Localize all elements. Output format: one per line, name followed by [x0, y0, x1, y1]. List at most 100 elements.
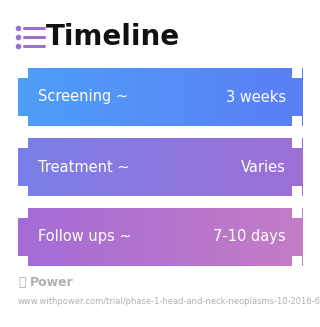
Bar	[116, 68, 118, 126]
Bar	[18, 68, 20, 126]
Bar	[86, 138, 88, 196]
Bar	[271, 68, 273, 126]
Bar	[261, 68, 263, 126]
Bar	[157, 208, 159, 266]
Bar	[269, 68, 271, 126]
Bar	[27, 208, 28, 266]
Bar	[238, 138, 240, 196]
Bar	[261, 138, 263, 196]
Bar	[73, 68, 75, 126]
Bar	[254, 208, 256, 266]
Bar	[73, 208, 75, 266]
Bar	[109, 68, 111, 126]
Bar	[212, 68, 214, 126]
Bar	[286, 68, 288, 126]
Bar	[32, 68, 34, 126]
Bar	[25, 138, 27, 196]
Bar	[187, 138, 189, 196]
Bar	[18, 208, 20, 266]
Bar	[56, 208, 58, 266]
Bar	[265, 208, 267, 266]
Wedge shape	[18, 186, 28, 196]
Bar	[222, 208, 224, 266]
Bar	[110, 68, 112, 126]
Bar	[134, 68, 136, 126]
Bar	[133, 208, 135, 266]
Bar	[215, 68, 217, 126]
Bar	[225, 68, 227, 126]
Bar	[105, 68, 107, 126]
Bar	[292, 208, 302, 218]
Bar	[93, 68, 95, 126]
Bar	[146, 138, 148, 196]
Bar	[197, 68, 199, 126]
Bar	[59, 68, 61, 126]
Bar	[167, 138, 169, 196]
Bar	[269, 208, 271, 266]
Bar	[150, 138, 152, 196]
Bar	[88, 68, 90, 126]
Bar	[68, 208, 70, 266]
Bar	[133, 138, 135, 196]
Bar	[227, 138, 229, 196]
Bar	[225, 208, 227, 266]
Bar	[177, 138, 179, 196]
Bar	[248, 68, 250, 126]
Bar	[100, 208, 102, 266]
Bar	[52, 208, 54, 266]
Bar	[282, 138, 284, 196]
Bar	[292, 68, 294, 126]
Bar	[59, 138, 61, 196]
Bar	[221, 208, 223, 266]
Bar	[83, 208, 85, 266]
Bar	[265, 68, 267, 126]
Bar	[203, 138, 204, 196]
Bar	[140, 138, 142, 196]
Bar	[238, 68, 240, 126]
Bar	[184, 68, 186, 126]
Bar	[160, 68, 162, 126]
Bar	[161, 68, 163, 126]
Bar	[95, 68, 97, 126]
Bar	[208, 138, 210, 196]
Bar	[212, 138, 214, 196]
Bar	[81, 208, 83, 266]
Bar	[76, 138, 78, 196]
Bar	[210, 68, 212, 126]
Bar	[231, 208, 233, 266]
Bar	[55, 138, 57, 196]
Bar	[75, 208, 77, 266]
Bar	[169, 138, 171, 196]
Bar	[176, 68, 178, 126]
Wedge shape	[18, 116, 28, 126]
Bar	[300, 138, 302, 196]
Bar	[46, 138, 48, 196]
Bar	[69, 68, 71, 126]
Bar	[144, 208, 146, 266]
Bar	[180, 208, 182, 266]
Bar	[136, 208, 138, 266]
Bar	[127, 138, 129, 196]
Bar	[183, 68, 185, 126]
Bar	[181, 68, 183, 126]
Bar	[264, 138, 266, 196]
Bar	[184, 208, 186, 266]
Bar	[130, 68, 132, 126]
Bar	[29, 208, 31, 266]
Bar	[69, 138, 71, 196]
Bar	[208, 208, 210, 266]
Bar	[170, 208, 172, 266]
Bar	[252, 138, 254, 196]
Text: ␧: ␧	[18, 277, 26, 289]
Text: Treatment ~: Treatment ~	[38, 160, 130, 175]
Bar	[132, 138, 133, 196]
Bar	[156, 68, 158, 126]
Bar	[58, 208, 60, 266]
Bar	[293, 138, 295, 196]
Bar	[292, 116, 302, 126]
Bar	[144, 68, 146, 126]
Bar	[205, 138, 207, 196]
Bar	[116, 208, 118, 266]
Bar	[235, 68, 237, 126]
Wedge shape	[292, 116, 302, 126]
